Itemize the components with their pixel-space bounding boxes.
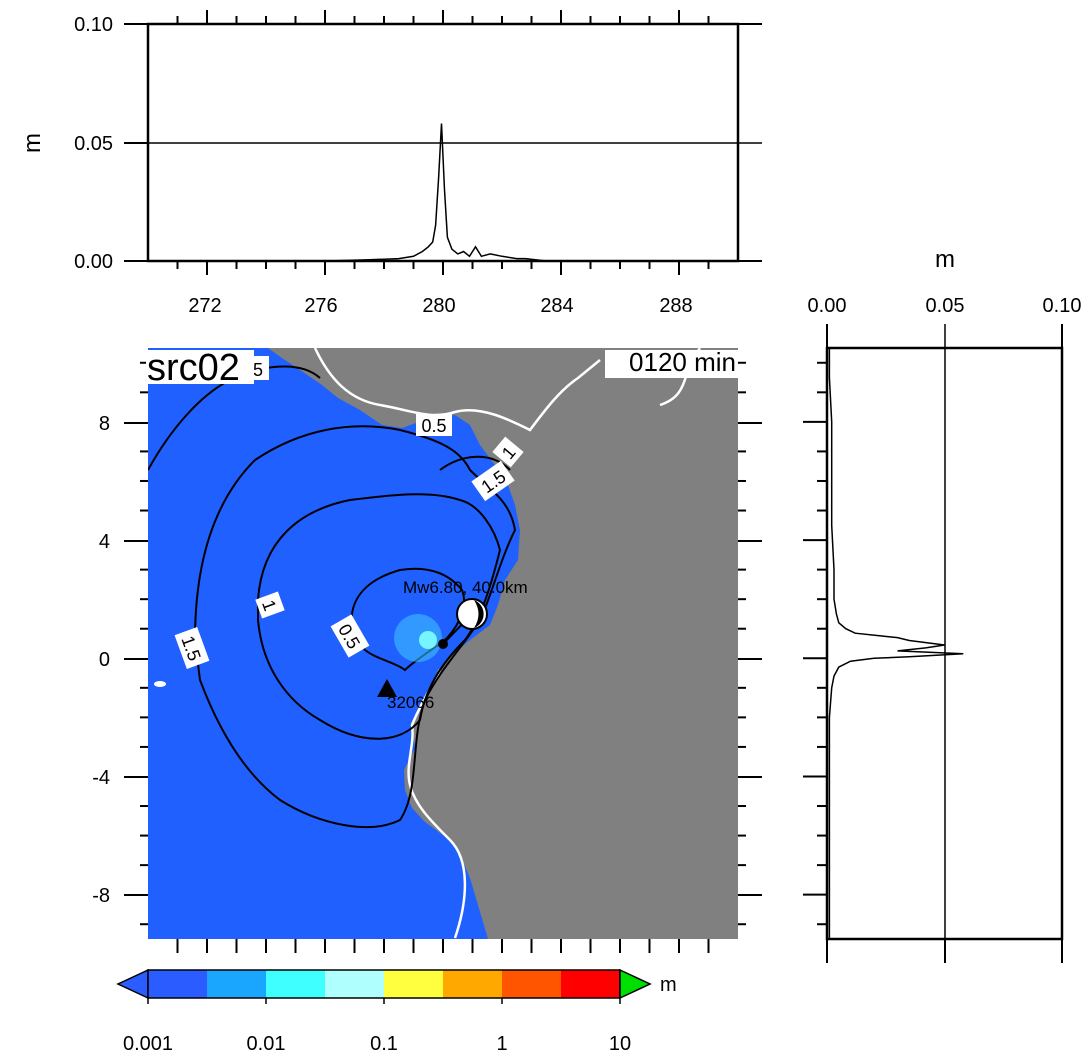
top-x-tick-label: 288: [659, 295, 692, 317]
top-x-ticks: [176, 10, 710, 275]
fault-point: [438, 639, 448, 649]
contour-label: 0.5: [421, 416, 446, 436]
tiny-island: [154, 681, 166, 687]
top-y-tick-label: 0.00: [74, 251, 113, 273]
contour-label-bg: [471, 460, 515, 502]
station-triangle-icon: [377, 679, 397, 697]
top-x-tick-label: 272: [188, 295, 221, 317]
top-y-tick-labels: 0.10 0.05 0.00: [74, 14, 113, 273]
right-x-ticks: [826, 324, 1063, 963]
station-label: 32066: [387, 693, 434, 712]
top-panel-frame: [146, 22, 740, 263]
right-x-tick-label: 0.10: [1043, 295, 1082, 317]
top-y-tick-label: 0.05: [74, 133, 113, 155]
colorbar-tick-labels: 0.001 0.01 0.1 1 10: [123, 1033, 631, 1055]
contour-label-bg: [416, 414, 452, 436]
right-x-axis-label: m: [935, 246, 955, 273]
epicenter-group: Mw6.80, 40.0km: [403, 578, 528, 630]
map-y-tick-label: -4: [92, 767, 110, 789]
top-x-tick-labels: 272 276 280 284 288: [188, 295, 692, 317]
colorbar-segment: [325, 970, 385, 998]
map-y-tick-labels: 8 4 0 -4 -8: [92, 413, 110, 907]
time-label-bg: [605, 350, 738, 378]
epicenter-label: Mw6.80, 40.0km: [403, 578, 528, 597]
colorbar-segment: [148, 970, 208, 998]
source-heat-core: [419, 631, 437, 649]
map-y-tick-label: 8: [99, 413, 110, 435]
colorbar-tick-label: 10: [609, 1033, 631, 1055]
colorbar-segment: [266, 970, 326, 998]
map-panel: 5 0.5 1 1.5 1 1.5 0.5: [92, 347, 762, 953]
top-series-line: [148, 123, 738, 262]
right-profile-panel: m 0.00 0.05 0.10: [803, 246, 1081, 963]
top-x-tick-label: 276: [304, 295, 337, 317]
colorbar-under-triangle: [116, 968, 149, 1000]
contour-label-bg: [174, 626, 210, 670]
colorbar-segment: [207, 970, 267, 998]
colorbar-tick-label: 1: [496, 1033, 507, 1055]
colorbar: m 0.001 0.01 0.1 1 10: [116, 968, 677, 1055]
contour-label-group: 5 0.5 1 1.5 1 1.5 0.5: [174, 356, 524, 670]
colorbar-ticks: [147, 998, 621, 1004]
right-x-tick-label: 0.00: [808, 295, 847, 317]
colorbar-segment: [384, 970, 444, 998]
top-x-tick-label: 280: [422, 295, 455, 317]
top-y-axis-label: m: [19, 133, 46, 153]
right-x-tick-label: 0.05: [926, 295, 965, 317]
map-y-tick-label: 0: [99, 649, 110, 671]
right-series-line: [828, 348, 964, 939]
map-y-tick-label: 4: [99, 531, 110, 553]
right-y-ticks: [803, 361, 827, 926]
colorbar-tick-label: 0.01: [247, 1033, 286, 1055]
land-area: [268, 348, 738, 939]
colorbar-segment: [502, 970, 562, 998]
right-x-tick-labels: 0.00 0.05 0.10: [808, 295, 1082, 317]
source-heat-blob: [394, 614, 442, 662]
map-minor-ticks: [140, 361, 746, 953]
colorbar-unit: m: [660, 974, 677, 996]
map-title: src02: [147, 347, 240, 389]
focal-mechanism-compression: [474, 600, 484, 628]
colorbar-tick-label: 0.001: [123, 1033, 173, 1055]
colorbar-over-triangle: [619, 968, 652, 1000]
contour-north: [439, 455, 511, 471]
top-y-ticks: [124, 23, 762, 262]
colorbar-tick-label: 0.1: [370, 1033, 398, 1055]
top-x-tick-label: 284: [540, 295, 573, 317]
contour-label-bg: [330, 614, 370, 658]
time-label: 0120 min: [629, 347, 736, 377]
top-time-series-panel: 0.10 0.05 0.00 m 272 276 280 284 288: [19, 10, 762, 317]
right-panel-frame: [825, 346, 1064, 941]
station-group: 32066: [377, 679, 434, 712]
contour-1-5: [193, 425, 517, 829]
colorbar-segment: [443, 970, 503, 998]
map-ticks: [124, 422, 762, 896]
colorbar-segments: [148, 970, 621, 998]
contour-label-bg: [255, 591, 285, 619]
map-title-bg: [146, 350, 254, 384]
map-y-tick-label: -8: [92, 885, 110, 907]
colorbar-segment: [561, 970, 621, 998]
contour-label: 5: [253, 360, 263, 380]
top-y-tick-label: 0.10: [74, 14, 113, 36]
contour-label-bg: [492, 436, 524, 468]
